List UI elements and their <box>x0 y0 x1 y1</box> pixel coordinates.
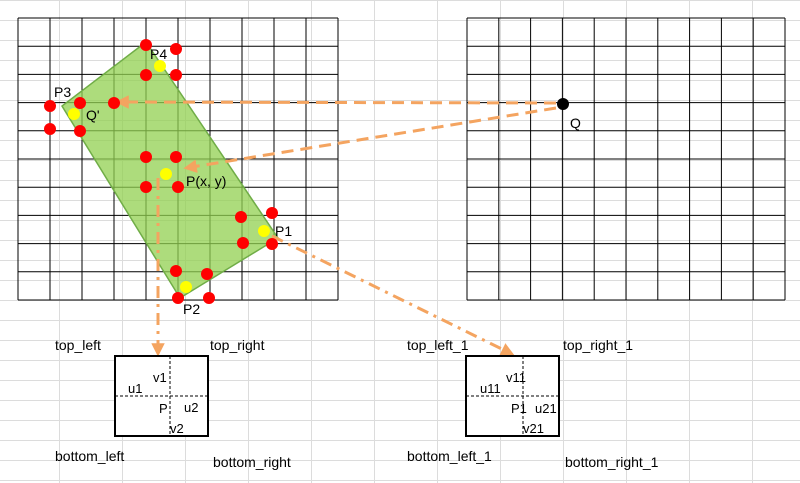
left-top-left-label: top_left <box>55 337 101 353</box>
red-point <box>44 100 56 112</box>
label-p: P(x, y) <box>186 173 226 189</box>
left-box-v1: v1 <box>153 370 167 385</box>
red-point <box>140 69 152 81</box>
right-box-u1: u11 <box>480 381 501 396</box>
red-point <box>235 211 247 223</box>
point-p4 <box>154 60 166 72</box>
point-q-prime <box>68 108 80 120</box>
right-top-left-label: top_left_1 <box>407 337 469 353</box>
right-box-u2: u21 <box>535 401 557 416</box>
left-box-center: P <box>159 401 168 416</box>
red-point <box>170 265 182 277</box>
arrow-q-to-p <box>183 106 557 173</box>
red-point <box>172 181 184 193</box>
left-interp-box: v1 u1 P u2 v2 <box>114 355 209 437</box>
label-p4: P4 <box>150 46 167 62</box>
red-point <box>140 151 152 163</box>
left-bottom-right-label: bottom_right <box>213 454 291 470</box>
label-q: Q <box>570 115 581 131</box>
right-box-v2: v21 <box>523 421 544 436</box>
left-box-v2: v2 <box>170 421 184 436</box>
right-bottom-right-label: bottom_right_1 <box>565 454 659 470</box>
point-p1 <box>258 225 270 237</box>
left-top-right-label: top_right <box>210 337 265 353</box>
red-point <box>201 268 213 280</box>
right-top-right-label: top_right_1 <box>563 337 633 353</box>
red-point <box>44 123 56 135</box>
red-point <box>170 151 182 163</box>
right-interp-box: v11 u11 P1 u21 v21 <box>465 355 560 437</box>
red-point <box>74 97 86 109</box>
right-box-v1: v11 <box>506 370 526 385</box>
target-grid <box>466 17 786 301</box>
red-point <box>108 97 120 109</box>
label-q-prime: Q' <box>86 107 100 123</box>
red-point <box>237 237 249 249</box>
label-p3: P3 <box>54 84 71 100</box>
left-box-u1: u1 <box>128 381 142 396</box>
label-p1: P1 <box>275 223 292 239</box>
red-point <box>172 292 184 304</box>
right-bottom-left-label: bottom_left_1 <box>407 448 492 464</box>
right-box-center: P1 <box>511 401 527 416</box>
point-p2 <box>180 281 192 293</box>
point-p <box>160 168 172 180</box>
left-box-u2: u2 <box>184 400 198 415</box>
arrow-p1-to-right-box <box>271 234 515 356</box>
red-point <box>203 292 215 304</box>
red-point <box>170 69 182 81</box>
red-point <box>266 207 278 219</box>
left-bottom-left-label: bottom_left <box>55 448 124 464</box>
red-point <box>140 181 152 193</box>
arrow-q-to-qprime <box>115 95 557 109</box>
label-p2: P2 <box>183 301 200 317</box>
red-point <box>140 39 152 51</box>
red-point <box>266 238 278 250</box>
red-point <box>170 43 182 55</box>
point-q <box>557 98 569 110</box>
red-point <box>74 125 86 137</box>
